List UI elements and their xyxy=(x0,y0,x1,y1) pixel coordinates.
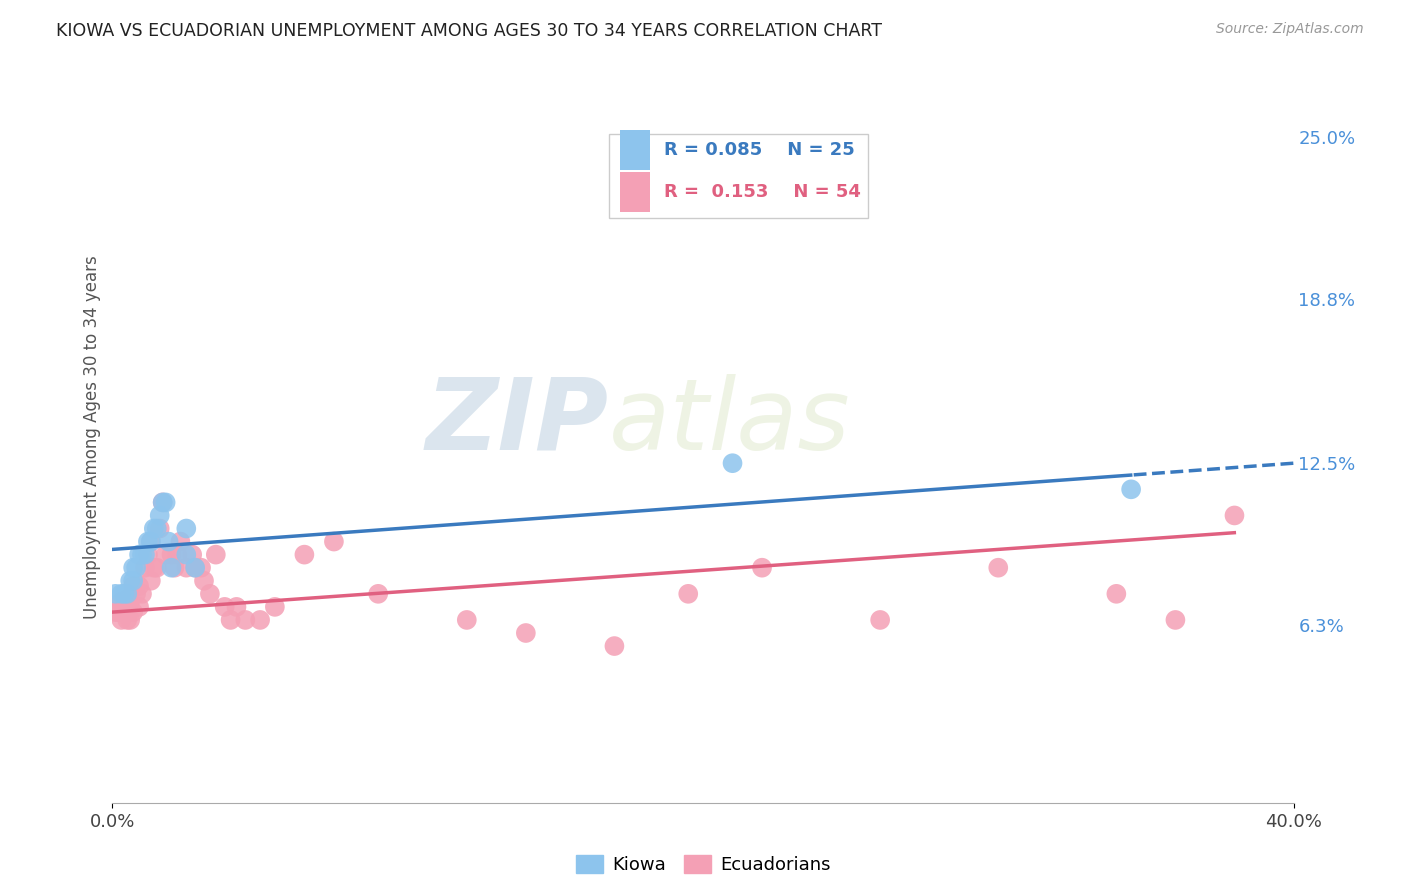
Point xyxy=(117,587,138,601)
Point xyxy=(174,521,197,535)
Point xyxy=(112,599,135,614)
Point xyxy=(184,560,207,574)
FancyBboxPatch shape xyxy=(620,171,650,211)
Point xyxy=(139,534,162,549)
Point xyxy=(128,548,150,562)
Point xyxy=(149,508,172,523)
Point xyxy=(181,548,204,562)
Legend: Kiowa, Ecuadorians: Kiowa, Ecuadorians xyxy=(568,847,838,881)
Text: R = 0.085    N = 25: R = 0.085 N = 25 xyxy=(664,141,855,159)
Point xyxy=(117,613,138,627)
Point xyxy=(292,548,315,562)
Text: atlas: atlas xyxy=(609,374,851,471)
Point xyxy=(190,560,212,574)
Point xyxy=(146,521,169,535)
Point xyxy=(1223,508,1246,523)
Point xyxy=(1105,587,1128,601)
Point xyxy=(122,560,145,574)
Point xyxy=(157,534,180,549)
Point xyxy=(169,534,191,549)
Point xyxy=(112,587,135,601)
Point xyxy=(120,574,142,588)
Point xyxy=(160,560,183,574)
Point xyxy=(751,560,773,574)
Point xyxy=(193,574,215,588)
Point xyxy=(163,560,186,574)
Point xyxy=(131,587,153,601)
Point xyxy=(107,605,129,619)
Point xyxy=(120,613,142,627)
Point xyxy=(155,495,177,509)
Point xyxy=(110,587,132,601)
Point xyxy=(142,560,165,574)
Point xyxy=(869,613,891,627)
Text: Source: ZipAtlas.com: Source: ZipAtlas.com xyxy=(1216,22,1364,37)
Point xyxy=(198,587,221,601)
Y-axis label: Unemployment Among Ages 30 to 34 years: Unemployment Among Ages 30 to 34 years xyxy=(83,255,101,619)
Point xyxy=(184,560,207,574)
Point xyxy=(139,534,162,549)
Point xyxy=(205,548,228,562)
Point xyxy=(233,613,256,627)
Point xyxy=(174,548,197,562)
Point xyxy=(142,521,165,535)
Text: ZIP: ZIP xyxy=(426,374,609,471)
Point xyxy=(120,594,142,608)
Point xyxy=(122,579,145,593)
Point xyxy=(225,599,247,614)
Point xyxy=(152,495,174,509)
Point xyxy=(249,613,271,627)
Point xyxy=(110,594,132,608)
Point xyxy=(104,587,127,601)
FancyBboxPatch shape xyxy=(620,130,650,170)
Point xyxy=(149,521,172,535)
Point xyxy=(515,626,537,640)
Point xyxy=(122,574,145,588)
Point xyxy=(134,548,156,562)
Point xyxy=(160,548,183,562)
Point xyxy=(1164,613,1187,627)
Point xyxy=(323,534,346,549)
Point xyxy=(117,592,138,607)
Point xyxy=(678,587,700,601)
Point xyxy=(146,560,169,574)
Point xyxy=(131,548,153,562)
Point xyxy=(125,560,148,574)
Point xyxy=(128,579,150,593)
Point xyxy=(174,560,197,574)
Point xyxy=(219,613,242,627)
Point xyxy=(214,599,236,614)
Point xyxy=(122,605,145,619)
Point xyxy=(128,599,150,614)
Point xyxy=(152,495,174,509)
Point xyxy=(139,574,162,588)
Point xyxy=(456,613,478,627)
Point xyxy=(721,456,744,470)
Point xyxy=(104,605,127,619)
Point xyxy=(110,613,132,627)
Point xyxy=(155,548,177,562)
Point xyxy=(1119,483,1142,497)
Point xyxy=(367,587,389,601)
Point xyxy=(264,599,287,614)
Point xyxy=(136,548,159,562)
Text: R =  0.153    N = 54: R = 0.153 N = 54 xyxy=(664,183,860,201)
Point xyxy=(166,548,188,562)
Point xyxy=(603,639,626,653)
Point xyxy=(134,560,156,574)
Text: KIOWA VS ECUADORIAN UNEMPLOYMENT AMONG AGES 30 TO 34 YEARS CORRELATION CHART: KIOWA VS ECUADORIAN UNEMPLOYMENT AMONG A… xyxy=(56,22,882,40)
Point xyxy=(125,587,148,601)
Point xyxy=(136,534,159,549)
Point xyxy=(987,560,1010,574)
FancyBboxPatch shape xyxy=(609,134,869,218)
